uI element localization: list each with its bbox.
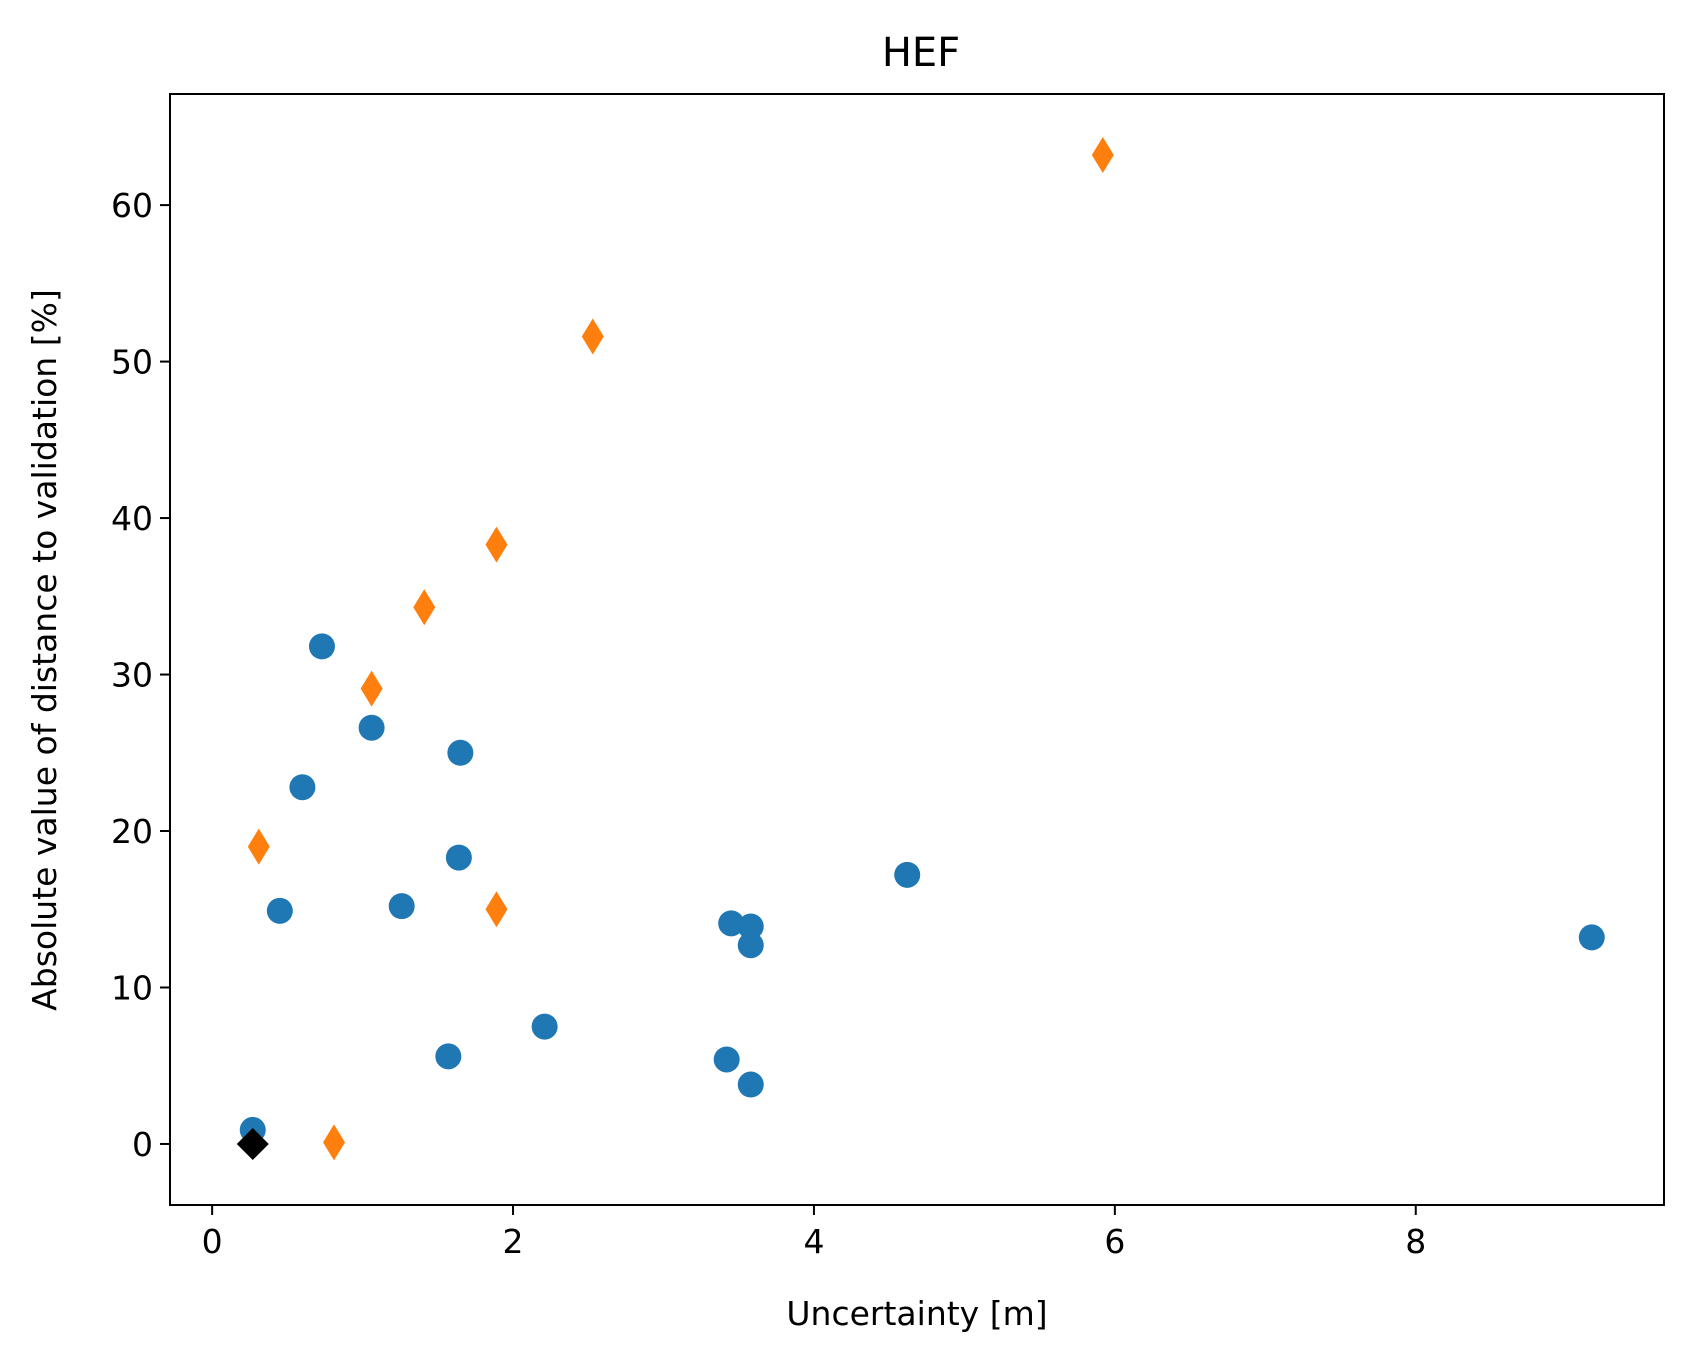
data-point-circle	[447, 739, 474, 766]
data-point-thin-diamond	[485, 526, 508, 563]
y-tick-label: 10	[111, 968, 153, 1007]
data-point-circle	[737, 1071, 764, 1098]
data-point-circle	[1578, 924, 1605, 951]
data-point-thin-diamond	[485, 891, 508, 928]
data-points	[236, 137, 1605, 1161]
data-point-thin-diamond	[413, 589, 436, 626]
data-point-circle	[358, 714, 385, 741]
data-point-thin-diamond	[581, 318, 604, 355]
y-tick-label: 0	[132, 1125, 153, 1164]
data-point-thin-diamond	[1091, 137, 1114, 174]
plot-frame	[169, 93, 1665, 1206]
y-tick-label: 60	[111, 186, 153, 225]
y-tick-label: 50	[111, 343, 153, 382]
x-tick-label: 6	[1104, 1222, 1125, 1261]
y-axis-ticks: 0 10 20 30 40 50 60	[111, 186, 170, 1164]
data-point-circle	[435, 1043, 462, 1070]
data-point-thin-diamond	[247, 828, 270, 865]
x-axis-label: Uncertainty [m]	[786, 1294, 1047, 1333]
data-point-circle	[266, 897, 293, 924]
data-point-diamond	[236, 1127, 269, 1160]
data-point-circle	[445, 844, 472, 871]
data-point-circle	[718, 910, 745, 937]
data-point-circle	[388, 893, 415, 920]
y-axis-label: Absolute value of distance to validation…	[25, 289, 64, 1011]
data-point-circle	[894, 861, 921, 888]
data-point-circle	[289, 774, 316, 801]
data-point-circle	[308, 633, 335, 660]
x-axis-ticks: 0 2 4 6 8	[202, 1205, 1426, 1261]
x-tick-label: 0	[202, 1222, 223, 1261]
chart-title: HEF	[882, 30, 960, 76]
x-tick-label: 2	[503, 1222, 524, 1261]
x-tick-label: 8	[1405, 1222, 1426, 1261]
data-point-circle	[531, 1013, 558, 1040]
y-tick-label: 40	[111, 499, 153, 538]
data-point-thin-diamond	[322, 1124, 345, 1161]
data-point-circle	[737, 913, 764, 940]
data-point-thin-diamond	[360, 670, 383, 707]
y-tick-label: 20	[111, 812, 153, 851]
data-point-circle	[737, 932, 764, 959]
y-tick-label: 30	[111, 656, 153, 695]
data-point-circle	[713, 1046, 740, 1073]
x-tick-label: 4	[803, 1222, 824, 1261]
